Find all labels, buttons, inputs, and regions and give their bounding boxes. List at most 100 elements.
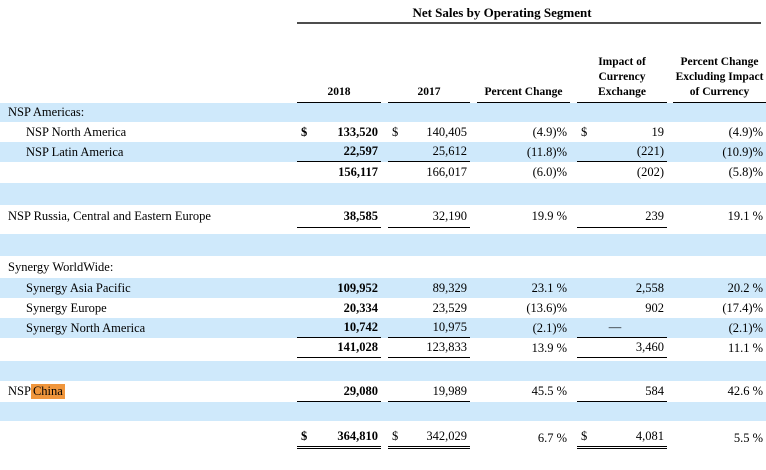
cell-col-3: 6.7 % <box>537 430 567 445</box>
cell-col-2 <box>388 402 470 421</box>
spacer-row <box>0 234 766 256</box>
spacer-row <box>0 421 766 427</box>
currency-symbol: $ <box>581 429 588 443</box>
cell-col-4 <box>577 234 667 256</box>
cell-col-5: (17.4)% <box>722 300 763 315</box>
spacer-row <box>0 228 766 234</box>
row-label <box>0 234 297 256</box>
cell-col-3 <box>477 183 570 205</box>
label-text: NSP <box>8 384 31 398</box>
cell-value: 342,029 <box>426 429 467 443</box>
currency-symbol: $ <box>301 124 308 139</box>
row-label <box>0 183 297 205</box>
column-gutter <box>381 162 388 183</box>
table-row: 141,028 123,833 13.9 % 3,460 11.1 % <box>0 338 766 358</box>
spacer-row <box>0 402 766 421</box>
column-gutter <box>381 234 388 256</box>
header-label-spacer <box>0 24 297 103</box>
cell-value: 133,520 <box>337 124 378 139</box>
column-gutter <box>470 205 477 228</box>
cell-col-4 <box>577 361 667 381</box>
column-header-row: 2018 2017 Percent Change Impact of Currency… <box>0 24 766 103</box>
column-gutter <box>381 142 388 162</box>
spacer-row: NSP Americas: <box>0 103 766 122</box>
column-gutter <box>470 183 477 205</box>
row-label: Synergy Europe <box>26 300 107 315</box>
cell-col-3: (13.6)% <box>526 300 567 315</box>
cell-col-2: 89,329 <box>432 280 467 295</box>
cell-col-4: 2,558 <box>635 280 664 295</box>
row-label: Synergy Asia Pacific <box>26 280 131 295</box>
cell-col-4: 584 <box>577 381 667 402</box>
row-label: NSP Russia, Central and Eastern Europe <box>8 209 211 223</box>
currency-symbol: $ <box>392 124 399 139</box>
column-gutter <box>570 256 577 278</box>
column-gutter <box>470 427 477 449</box>
cell-col-2 <box>388 183 470 205</box>
cell-col-4: (221) <box>577 142 667 162</box>
table-row: NSP Russia, Central and Eastern Europe 38… <box>0 205 766 228</box>
cell-col-2 <box>388 103 470 122</box>
table-row: NSP China 29,080 19,989 45.5 % 584 42.6 % <box>0 381 766 402</box>
cell-col-4: (202) <box>636 165 664 179</box>
column-gutter <box>470 234 477 256</box>
cell-col-2 <box>388 234 470 256</box>
cell-col-4: 239 <box>577 205 667 228</box>
column-header-1: 2018 <box>297 24 381 103</box>
cell-col-4: $4,081 <box>577 427 667 449</box>
table-title-block: Net Sales by Operating Segment <box>0 0 766 24</box>
column-gutter <box>470 338 477 358</box>
cell-col-1: 109,952 <box>337 280 378 295</box>
cell-col-3 <box>477 361 570 381</box>
cell-col-4 <box>577 256 667 278</box>
row-label: Synergy North America <box>26 320 146 335</box>
column-gutter <box>470 381 477 402</box>
column-header-4: Impact of Currency Exchange <box>577 24 667 103</box>
cell-col-1: 38,585 <box>297 205 381 228</box>
column-gutter <box>570 298 577 318</box>
cell-col-2: $140,405 <box>388 122 470 142</box>
currency-symbol: $ <box>392 429 399 443</box>
column-gutter <box>470 122 477 142</box>
cell-col-5 <box>673 183 766 205</box>
cell-col-1: 22,597 <box>297 142 381 162</box>
cell-col-5 <box>673 402 766 421</box>
column-gutter <box>570 427 577 449</box>
column-gutter <box>570 381 577 402</box>
cell-col-5: (4.9)% <box>728 124 763 139</box>
row-label: NSP China <box>0 381 297 402</box>
row-label <box>0 427 297 449</box>
cell-col-3: (2.1)% <box>532 320 567 335</box>
cell-col-5 <box>673 361 766 381</box>
cell-col-2: 23,529 <box>432 300 467 315</box>
cell-col-2 <box>388 256 470 278</box>
currency-symbol: $ <box>301 429 308 443</box>
cell-col-1 <box>297 361 381 381</box>
column-gutter <box>570 402 577 421</box>
currency-symbol: $ <box>581 124 588 139</box>
cell-col-3 <box>477 103 570 122</box>
column-gutter <box>470 278 477 298</box>
table-row: 156,117 166,017 (6.0)% (202) (5.8)% <box>0 162 766 183</box>
cell-col-4 <box>577 402 667 421</box>
cell-col-1: $133,520 <box>297 122 381 142</box>
column-gutter <box>470 142 477 162</box>
cell-col-3: 45.5 % <box>531 384 567 398</box>
column-gutter <box>470 361 477 381</box>
cell-col-2: 19,989 <box>388 381 470 402</box>
column-gutter <box>381 256 388 278</box>
column-gutter <box>470 402 477 421</box>
cell-col-2: 25,612 <box>388 142 470 162</box>
column-gutter <box>570 122 577 142</box>
table-title: Net Sales by Operating Segment <box>412 5 592 20</box>
cell-col-1 <box>297 234 381 256</box>
header-gutter <box>470 24 477 103</box>
column-gutter <box>381 103 388 122</box>
cell-col-4: — <box>577 318 667 338</box>
cell-col-3: 13.9 % <box>531 340 567 355</box>
column-gutter <box>470 162 477 183</box>
table-row: Synergy North America 10,742 10,975 (2.1)% —… <box>0 318 766 338</box>
cell-col-5 <box>673 234 766 256</box>
cell-col-4 <box>577 103 667 122</box>
row-label <box>0 162 297 183</box>
